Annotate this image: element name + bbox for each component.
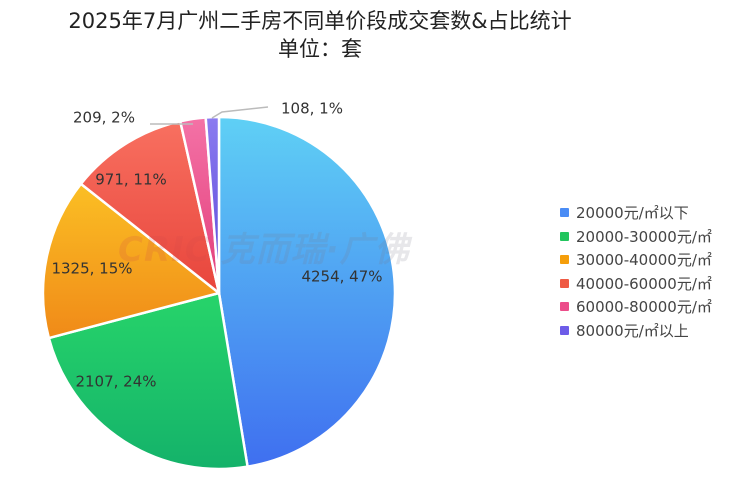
pie-slice xyxy=(41,182,221,340)
legend-swatch xyxy=(560,302,569,311)
legend-item: 20000-30000元/㎡ xyxy=(560,226,712,250)
legend-label: 80000元/㎡以上 xyxy=(576,321,689,340)
legend-item: 30000-40000元/㎡ xyxy=(560,249,712,273)
legend-item: 20000元/㎡以下 xyxy=(560,202,712,226)
legend-item: 40000-60000元/㎡ xyxy=(560,273,712,297)
watermark: CRIC 克而瑞·广佛 xyxy=(118,222,410,271)
legend-swatch xyxy=(560,231,569,241)
legend-swatch xyxy=(560,255,569,264)
slice-data-label: 2107, 24% xyxy=(75,373,156,391)
legend-label: 20000元/㎡以下 xyxy=(576,204,689,222)
slice-data-label: 209, 2% xyxy=(73,109,135,127)
chart-legend: 20000元/㎡以下 20000-30000元/㎡ 30000-40000元/㎡ 40… xyxy=(560,202,712,343)
pie-slice xyxy=(47,291,249,471)
pie-slice xyxy=(79,120,221,295)
legend-label: 40000-60000元/㎡ xyxy=(576,274,712,293)
slice-data-label: 4254, 47% xyxy=(301,268,382,286)
pie-slice xyxy=(217,115,397,468)
legend-item: 60000-80000元/㎡ xyxy=(560,296,712,320)
legend-swatch xyxy=(560,208,569,217)
legend-swatch xyxy=(560,325,569,335)
legend-label: 30000-40000元/㎡ xyxy=(576,251,712,269)
watermark-text: 克而瑞·广佛 xyxy=(220,230,410,270)
slice-data-label: 971, 11% xyxy=(95,171,167,189)
chart-subtitle: 单位：套 xyxy=(278,37,362,61)
watermark-brand: CRIC xyxy=(118,230,211,270)
legend-item: 80000元/㎡以上 xyxy=(560,320,712,344)
legend-swatch xyxy=(560,278,569,288)
legend-label: 20000-30000元/㎡ xyxy=(576,227,712,246)
chart-title: 2025年7月广州二手房不同单价段成交套数&占比统计 xyxy=(68,9,572,33)
label-leader-line xyxy=(211,106,269,119)
slice-data-label: 108, 1% xyxy=(281,100,343,118)
slice-data-label: 1325, 15% xyxy=(51,260,132,278)
legend-label: 60000-80000元/㎡ xyxy=(576,298,712,316)
